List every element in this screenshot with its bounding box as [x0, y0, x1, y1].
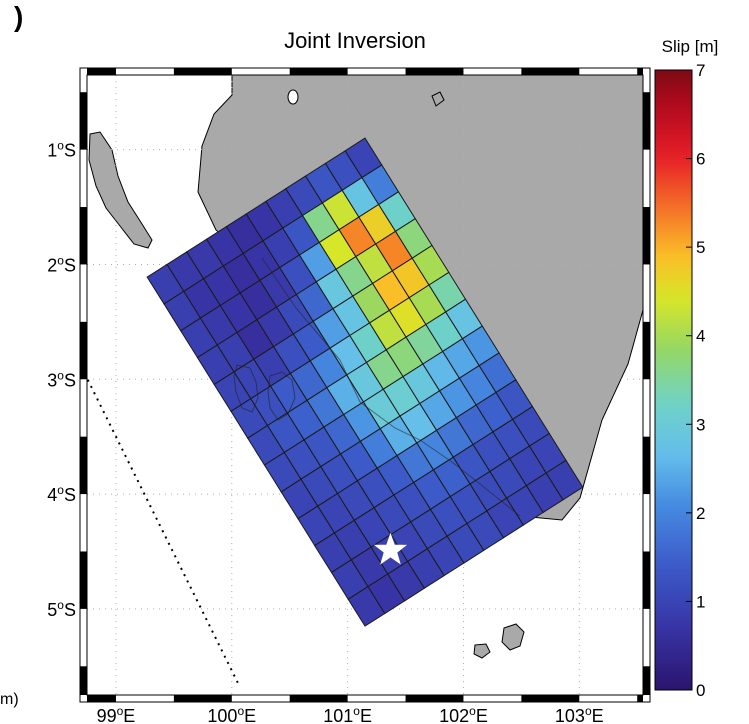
frame-segment	[289, 695, 348, 702]
lat-tick-label: 1oS	[47, 139, 76, 161]
frame-segment	[405, 695, 464, 702]
frame-segment	[643, 92, 650, 150]
lon-tick-label: 99oE	[97, 704, 136, 724]
lat-tick-label: 5oS	[47, 598, 76, 620]
frame-segment	[521, 695, 580, 702]
colorbar-tick-label: 3	[696, 415, 705, 434]
tick-labels: 99oE 100oE 101oE 102oE 103oE 1oS 2oS 3oS 4oS 5oS	[47, 139, 603, 724]
map-area: 99oE 100oE 101oE 102oE 103oE 1oS 2oS 3oS 4oS 5oS	[47, 67, 651, 724]
chart-title: Joint Inversion	[284, 28, 426, 53]
corner-note: m)	[0, 691, 19, 708]
siberut-island	[88, 131, 153, 249]
island-outline	[267, 371, 296, 421]
frame-inner	[86, 74, 644, 696]
colorbar-tick-label: 4	[696, 327, 705, 346]
enggano-island	[501, 623, 525, 651]
frame-outer	[79, 67, 651, 703]
frame-segment	[643, 666, 650, 695]
slip-cell	[545, 459, 584, 501]
panel-label: )	[14, 1, 23, 32]
frame-segment	[173, 695, 232, 702]
frame-segment	[643, 207, 650, 265]
frame-segment	[80, 207, 87, 265]
frame-segment	[643, 551, 650, 609]
frame-segment	[173, 68, 232, 75]
frame-segment	[643, 436, 650, 495]
colorbar-gradient	[654, 69, 693, 691]
epicenter-star-icon	[373, 532, 408, 565]
colorbar-ticks: 0 1 2 3 4 5 6 7	[686, 61, 705, 700]
colorbar-tick-label: 5	[696, 238, 705, 257]
lon-tick-label: 100oE	[207, 704, 256, 724]
lon-tick-label: 102oE	[439, 704, 488, 724]
colorbar-tick-label: 7	[696, 61, 705, 80]
lon-tick-label: 103oE	[555, 704, 604, 724]
colorbar-tick-label: 6	[696, 150, 705, 169]
small-islet-b	[431, 91, 445, 107]
frame-segment	[80, 551, 87, 609]
colorbar-tick-label: 1	[696, 592, 705, 611]
frame-segment	[80, 321, 87, 380]
coastline-overlay	[233, 257, 521, 517]
frame-segment	[637, 695, 643, 702]
frame-segment	[637, 68, 643, 75]
frame-segment	[80, 92, 87, 150]
frame-segment	[643, 321, 650, 380]
frame-segment	[87, 68, 116, 75]
frame-segment	[521, 68, 580, 75]
epicenter-layer	[373, 532, 408, 565]
island-outline	[233, 364, 259, 413]
colorbar-label: Slip [m]	[662, 37, 719, 56]
fault-grid	[146, 137, 584, 627]
colorbar: Slip [m] 0 1 2 3 4 5 6 7	[654, 37, 719, 700]
frame-segment	[289, 68, 348, 75]
frame-segment	[80, 436, 87, 495]
frame-segment	[80, 666, 87, 695]
coastline-under-fault	[261, 257, 521, 517]
lat-tick-label: 2oS	[47, 253, 76, 275]
map-frame	[79, 67, 651, 703]
lat-tick-label: 4oS	[47, 483, 76, 505]
small-islet-a	[473, 643, 491, 659]
lat-tick-label: 3oS	[47, 368, 76, 390]
inland-lake	[287, 89, 299, 105]
lon-tick-label: 101oE	[323, 704, 372, 724]
frame-segment	[87, 695, 116, 702]
colorbar-tick-label: 2	[696, 504, 705, 523]
colorbar-tick-label: 0	[696, 681, 705, 700]
frame-segment	[405, 68, 464, 75]
